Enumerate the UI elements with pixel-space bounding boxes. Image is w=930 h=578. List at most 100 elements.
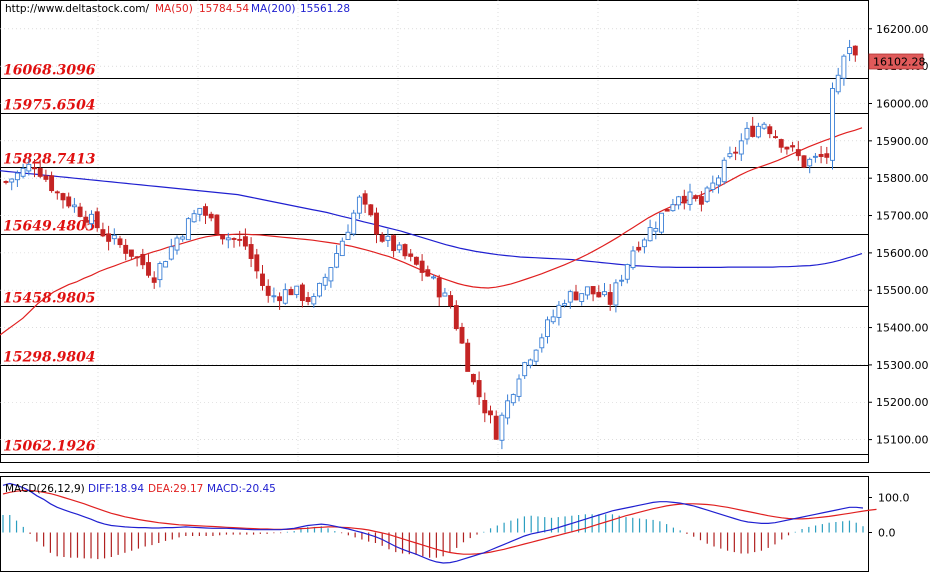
candle-body [613, 282, 619, 306]
candle-body [550, 316, 556, 323]
candle-body [37, 168, 43, 177]
candle-body [71, 204, 77, 208]
candle-body [26, 163, 32, 172]
candle-body [624, 264, 630, 280]
candle-body [140, 253, 146, 266]
y-tick-label: 15100.00 [876, 434, 929, 447]
ma200-value: 15561.28 [300, 3, 350, 15]
candle-body [208, 213, 214, 219]
candle-body [299, 284, 305, 301]
candle-body [362, 193, 368, 205]
candle-body [54, 191, 60, 194]
ma50-label: MA(50) [155, 3, 193, 15]
candle-body [32, 167, 37, 170]
y-tick-label: 15200.00 [876, 396, 929, 409]
moving-averages [0, 127, 863, 336]
candle-body [676, 196, 682, 206]
macd-panel-frame [0, 476, 869, 572]
candle-body [14, 172, 20, 181]
candle-body [619, 279, 625, 282]
candle-body [134, 256, 140, 259]
candle-body [368, 204, 374, 216]
candle-body [721, 159, 727, 183]
candle-body [231, 238, 237, 240]
candle-body [459, 326, 465, 344]
macd-diff-line [2, 482, 864, 564]
candle-body [305, 297, 311, 302]
y-tick-label: 16200.00 [876, 23, 929, 36]
candle-body [317, 282, 322, 297]
candle-body [83, 216, 89, 223]
candle-body [590, 286, 596, 295]
ma200-line [0, 170, 863, 268]
grid [0, 0, 868, 462]
candle-body [653, 228, 659, 232]
candle-body [294, 285, 300, 296]
candle-body [716, 177, 721, 186]
candle-body [641, 239, 647, 248]
candle-body [123, 244, 129, 254]
candle-body [567, 291, 573, 303]
candle-body [835, 74, 841, 93]
level-label: 15828.7413 [3, 152, 96, 168]
candle-body [374, 212, 379, 235]
candle-body [174, 237, 180, 251]
candle-body [784, 146, 790, 150]
last-price-value: 16102.28 [873, 56, 926, 69]
candle-body [242, 236, 248, 247]
candle-body [3, 181, 9, 183]
candle-body [562, 303, 568, 306]
candle-body [465, 342, 471, 372]
candle-body [282, 289, 288, 304]
candle-body [100, 229, 106, 237]
candle-body [761, 123, 767, 129]
candle-body [488, 410, 493, 416]
candle-body [356, 196, 362, 214]
candle-body [830, 88, 835, 161]
candle-body [277, 296, 283, 302]
candle-body [539, 337, 545, 349]
candle-body [801, 155, 807, 168]
candle-body [203, 206, 208, 216]
candle-body [111, 234, 117, 240]
candle-body [733, 151, 739, 154]
candle-body [470, 373, 476, 383]
macd-tick-label: 100.0 [878, 492, 910, 505]
ma50-value: 15784.54 [199, 3, 249, 15]
candle-body [670, 204, 676, 212]
level-label: 15649.4805 [3, 219, 96, 235]
site-url[interactable]: http://www.deltastock.com/ [5, 3, 150, 15]
main-panel-frame [0, 0, 869, 463]
y-tick-label: 16000.00 [876, 97, 929, 110]
candle-body [767, 126, 773, 135]
candle-body [436, 277, 442, 298]
candle-body [636, 246, 642, 251]
ma200-label: MA(200) [251, 3, 295, 15]
candle-body [322, 276, 328, 286]
candle-body [533, 349, 539, 362]
candle-body [106, 233, 112, 242]
candle-body [778, 139, 784, 148]
y-tick-label: 15400.00 [876, 322, 929, 335]
candle-body [225, 237, 231, 241]
candle-body [396, 244, 402, 251]
candle-body [419, 260, 425, 273]
candle-body [408, 253, 414, 257]
candle-body [351, 212, 357, 235]
candle-body [334, 253, 340, 268]
candle-body [790, 145, 796, 148]
candle-body [584, 286, 590, 296]
candle-body [402, 244, 408, 257]
level-label: 15298.9804 [3, 350, 96, 366]
candle-body [260, 273, 265, 286]
candle-body [288, 289, 294, 296]
candle-body [151, 277, 157, 283]
candle-body [265, 285, 271, 296]
candle-body [687, 191, 693, 205]
candle-body [522, 362, 528, 377]
candle-body [197, 207, 203, 215]
y-tick-label: 15500.00 [876, 284, 929, 297]
candle-body [237, 238, 243, 241]
candle-body [545, 319, 550, 337]
